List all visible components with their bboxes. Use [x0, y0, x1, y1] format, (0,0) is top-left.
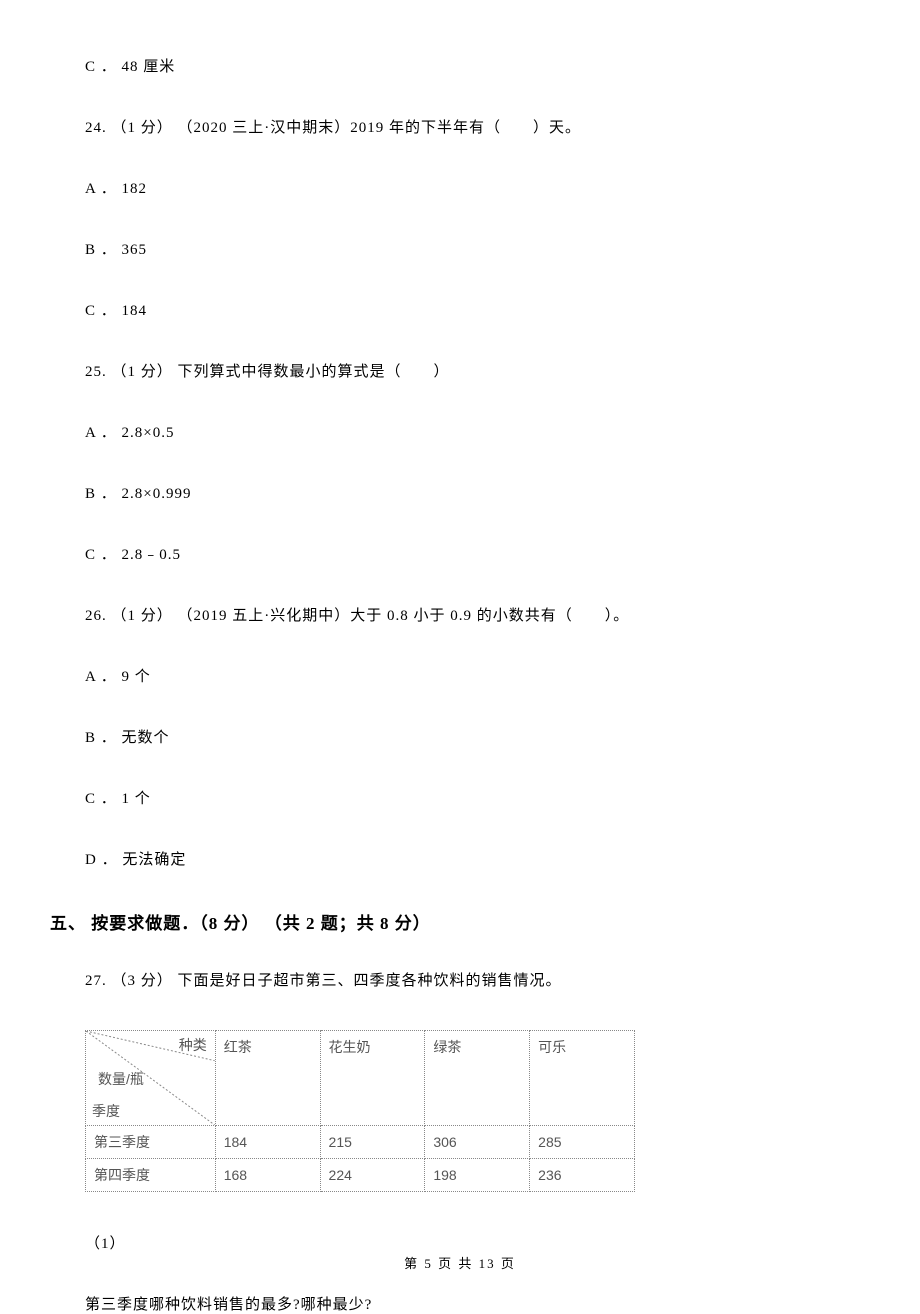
q27-text: 27. （3 分） 下面是好日子超市第三、四季度各种饮料的销售情况。 [85, 969, 870, 990]
table-cell: 236 [530, 1159, 635, 1192]
table-cell: 215 [320, 1126, 425, 1159]
table-col-header: 绿茶 [425, 1031, 530, 1126]
table-cell: 184 [215, 1126, 320, 1159]
header-label-type: 种类 [179, 1035, 207, 1055]
q24-option-a: A ． 182 [85, 177, 870, 198]
table-cell: 306 [425, 1126, 530, 1159]
q27-table-container: 种类 数量/瓶 季度 红茶 花生奶 绿茶 可乐 第三季度 184 215 306… [85, 1030, 870, 1192]
q26-option-d: D ． 无法确定 [85, 848, 870, 869]
q24-text: 24. （1 分） （2020 三上·汉中期末）2019 年的下半年有（ ）天。 [85, 116, 870, 137]
q27-sub1-num: （1） [85, 1232, 870, 1253]
table-col-header: 花生奶 [320, 1031, 425, 1126]
q23-option-c: C ． 48 厘米 [85, 55, 870, 76]
table-row: 第三季度 184 215 306 285 [86, 1126, 635, 1159]
table-row-label: 第四季度 [86, 1159, 216, 1192]
section5-header: 五、 按要求做题．（8 分） （共 2 题；共 8 分） [50, 909, 870, 934]
table-col-header: 可乐 [530, 1031, 635, 1126]
q24-option-b: B ． 365 [85, 238, 870, 259]
q25-text: 25. （1 分） 下列算式中得数最小的算式是（ ） [85, 360, 870, 381]
q26-option-c: C ． 1 个 [85, 787, 870, 808]
q26-option-b: B ． 无数个 [85, 726, 870, 747]
table-row: 第四季度 168 224 198 236 [86, 1159, 635, 1192]
table-cell: 198 [425, 1159, 530, 1192]
table-row-label: 第三季度 [86, 1126, 216, 1159]
table-cell: 224 [320, 1159, 425, 1192]
table-cell: 285 [530, 1126, 635, 1159]
header-label-qty: 数量/瓶 [98, 1069, 144, 1089]
header-label-quarter: 季度 [92, 1101, 120, 1121]
q26-option-a: A ． 9 个 [85, 665, 870, 686]
q24-option-c: C ． 184 [85, 299, 870, 320]
page-footer: 第 5 页 共 13 页 [0, 1253, 920, 1272]
table-cell: 168 [215, 1159, 320, 1192]
table-col-header: 红茶 [215, 1031, 320, 1126]
q25-option-c: C ． 2.8﹣0.5 [85, 543, 870, 564]
q25-option-a: A ． 2.8×0.5 [85, 421, 870, 442]
table-diagonal-header: 种类 数量/瓶 季度 [86, 1031, 216, 1126]
q26-text: 26. （1 分） （2019 五上·兴化期中）大于 0.8 小于 0.9 的小… [85, 604, 870, 625]
q27-sub1-text: 第三季度哪种饮料销售的最多?哪种最少? [85, 1293, 870, 1314]
q27-table: 种类 数量/瓶 季度 红茶 花生奶 绿茶 可乐 第三季度 184 215 306… [85, 1030, 635, 1192]
q25-option-b: B ． 2.8×0.999 [85, 482, 870, 503]
